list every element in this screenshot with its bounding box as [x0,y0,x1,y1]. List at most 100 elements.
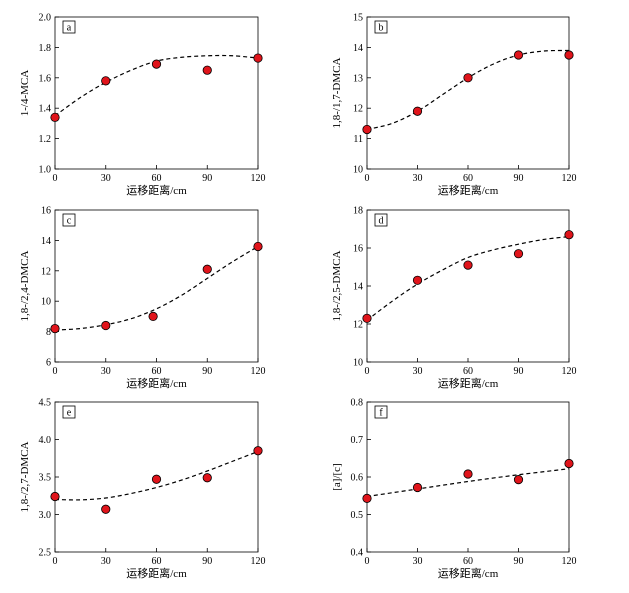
panel-label-box [374,20,388,34]
y-tick-label: 10 [41,297,51,308]
panel-label-box [374,213,388,227]
data-point [412,106,423,116]
x-tick-label: 90 [514,556,524,567]
x-tick-label: 30 [413,556,423,567]
x-axis-title: 运移距离/cm [126,566,187,580]
data-point [202,473,212,483]
panel-label-box [62,405,76,419]
data-point [101,320,111,331]
data-point [202,264,212,274]
y-tick-label: 3.5 [39,473,52,484]
x-tick-label: 60 [152,556,162,567]
y-tick-label: 1.0 [39,165,52,176]
y-tick-label: 0.8 [351,398,364,409]
data-point [101,76,111,86]
data-point [564,50,574,60]
chart-panel-a: 0 30 60 90 120 1.0 1.2 1.4 1.6 1.8 2.0 运移距离/cm 1-/4-… [19,13,266,198]
panel-label: c [67,216,72,227]
data-point [412,482,423,493]
panel-label: b [379,23,384,34]
panel-label-box [62,20,76,34]
x-tick-label: 60 [463,366,473,377]
y-tick-label: 11 [353,134,363,145]
plot-area-frame [54,16,259,170]
x-tick-label: 90 [514,173,524,184]
x-tick-label: 30 [101,556,111,567]
panel-label-box [62,213,76,227]
panel-label: d [379,216,384,227]
data-point [101,504,111,514]
y-axis-title: [a]/[c] [331,463,343,490]
y-tick-label: 1.4 [39,104,52,115]
plot-area-frame [366,209,570,363]
data-point [513,50,524,60]
y-tick-label: 12 [41,266,51,277]
x-tick-label: 60 [463,173,473,184]
y-tick-label: 0.7 [351,435,364,446]
y-tick-label: 13 [353,73,363,84]
data-point [148,311,158,321]
trend-curve [366,236,570,321]
x-tick-label: 120 [562,556,577,567]
trend-curve [54,245,259,331]
y-tick-label: 4.0 [39,435,52,446]
panel-label: e [67,408,72,419]
y-tick-label: 12 [353,104,363,115]
chart-panel-c: 0 30 60 90 120 6 8 10 12 14 16 运移距离/cm 1,8-/2,4-DMCA… [19,206,266,391]
y-tick-label: 1.2 [39,134,52,145]
y-tick-label: 0.5 [351,510,364,521]
y-axis-title: 1,8-/1,7-DMCA [331,58,343,129]
x-tick-label: 0 [365,173,370,184]
panel-label: a [67,23,72,34]
x-tick-label: 120 [251,556,266,567]
y-tick-label: 18 [353,206,363,217]
x-tick-label: 90 [514,366,524,377]
data-point [362,124,372,135]
x-tick-label: 120 [251,173,266,184]
data-point [253,53,263,63]
y-tick-label: 14 [353,43,363,54]
plot-area-frame [54,209,259,363]
x-tick-label: 0 [365,366,370,377]
y-tick-label: 0.6 [351,473,364,484]
x-tick-label: 0 [53,366,58,377]
y-axis-title: 1,8-/2,4-DMCA [19,251,31,322]
x-tick-label: 60 [152,173,162,184]
panel-label: f [379,408,383,419]
y-tick-label: 16 [353,244,363,255]
data-point [151,474,162,484]
data-point [463,73,473,83]
x-tick-label: 120 [562,173,577,184]
data-point [412,275,423,285]
x-tick-label: 0 [365,556,370,567]
trend-curve [54,450,259,501]
data-point [202,65,212,75]
data-point [253,446,263,456]
chart-panel-d: 0 30 60 90 120 10 12 14 16 18 运移距离/cm 1,8-/2,5-DMCA… [331,206,577,391]
y-tick-label: 4.5 [39,398,52,409]
y-tick-label: 15 [353,13,363,24]
x-axis-title: 运移距离/cm [438,566,499,580]
x-tick-label: 30 [413,173,423,184]
data-point [151,59,162,69]
y-tick-label: 3.0 [39,510,52,521]
x-tick-label: 120 [562,366,577,377]
y-axis-title: 1,8-/2,7-DMCA [19,442,31,513]
x-axis-title: 运移距离/cm [126,183,187,197]
x-tick-label: 30 [101,173,111,184]
y-axis-title: 1-/4-MCA [19,70,31,117]
x-tick-label: 30 [101,366,111,377]
x-tick-label: 90 [202,556,212,567]
y-tick-label: 8 [46,327,51,338]
data-point [362,313,372,323]
x-tick-label: 0 [53,556,58,567]
y-tick-label: 12 [353,320,363,331]
y-tick-label: 1.6 [39,73,52,84]
x-tick-label: 90 [202,366,212,377]
trend-curve [366,49,570,131]
data-point [463,469,473,479]
x-axis-title: 运移距离/cm [438,376,499,390]
y-tick-label: 2.0 [39,13,52,24]
x-tick-label: 60 [463,556,473,567]
